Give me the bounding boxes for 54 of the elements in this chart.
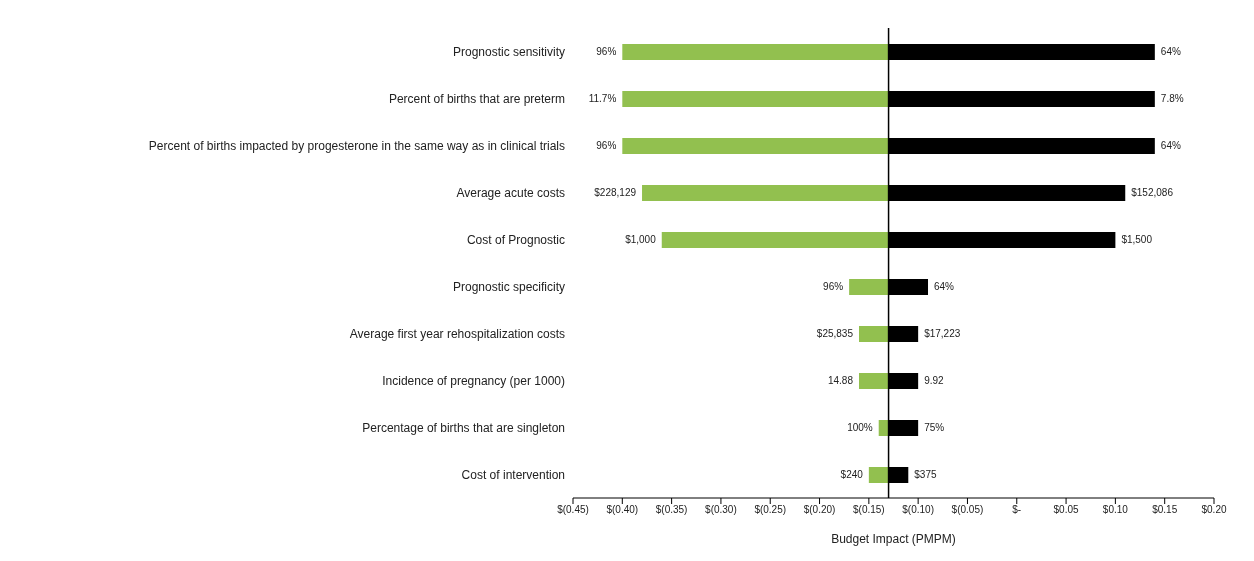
annotation: 100% xyxy=(847,422,873,433)
bar xyxy=(622,44,889,60)
annotation: $228,129 xyxy=(594,187,637,198)
x-tick-label: $(0.45) xyxy=(557,504,589,516)
x-tick-label: $0.15 xyxy=(1152,504,1178,516)
bar xyxy=(858,373,889,389)
x-tick-label: $(0.40) xyxy=(606,504,639,516)
bar xyxy=(868,467,889,483)
annotation: 64% xyxy=(934,281,955,292)
y-tick-label: Percent of births impacted by progesterone in the same way as in clinical trials xyxy=(148,138,565,153)
annotation: 64% xyxy=(1160,46,1181,57)
annotation: 7.8% xyxy=(1160,93,1184,104)
annotation: 14.88 xyxy=(827,375,854,386)
annotation: $17,223 xyxy=(924,328,961,339)
y-tick-label: Cost of Prognostic xyxy=(466,232,565,247)
y-tick-label: Percentage of births that are singleton xyxy=(362,420,565,435)
annotation: 9.92 xyxy=(924,375,945,386)
y-tick-label: Cost of intervention xyxy=(461,467,565,482)
x-tick-label: $(0.10) xyxy=(902,504,934,516)
x-tick-label: $0.05 xyxy=(1053,504,1080,516)
bar xyxy=(642,185,889,201)
y-tick-label: Percent of births that are preterm xyxy=(388,91,565,106)
x-tick-label: $(0.05) xyxy=(951,504,984,516)
x-tick-label: $(0.30) xyxy=(705,504,737,516)
bar xyxy=(849,279,889,295)
y-tick-label: Prognostic specificity xyxy=(452,279,565,294)
annotation: 96% xyxy=(596,46,617,57)
y-tick-label: Average first year rehospitalization costs xyxy=(349,326,565,341)
x-tick-label: $(0.15) xyxy=(853,504,885,516)
bar xyxy=(661,232,889,248)
annotation: $152,086 xyxy=(1131,187,1174,198)
annotation: 64% xyxy=(1160,140,1181,151)
x-tick-label: $0.20 xyxy=(1201,504,1227,516)
x-tick-label: $- xyxy=(1012,504,1022,516)
annotation: $25,835 xyxy=(816,328,854,339)
annotation: 96% xyxy=(823,281,844,292)
annotation: 75% xyxy=(924,422,945,433)
annotation: $1,500 xyxy=(1121,234,1153,245)
bar xyxy=(622,91,889,107)
annotation: 96% xyxy=(596,140,617,151)
x-tick-label: $(0.25) xyxy=(754,504,787,516)
y-tick-label: Average acute costs xyxy=(456,185,565,200)
x-tick-label: $(0.35) xyxy=(655,504,688,516)
annotation: $240 xyxy=(840,469,864,480)
x-tick-label: $(0.20) xyxy=(803,504,836,516)
annotation: 11.7% xyxy=(588,93,617,104)
y-tick-label: Incidence of pregnancy (per 1000) xyxy=(382,373,565,388)
y-tick-label: Prognostic sensitivity xyxy=(452,44,565,59)
x-tick-label: $0.10 xyxy=(1102,504,1129,516)
x-axis-title: Budget Impact (PMPM) xyxy=(831,532,956,546)
bar xyxy=(858,326,889,342)
bar xyxy=(622,138,889,154)
annotation: $1,000 xyxy=(625,234,657,245)
annotation: $375 xyxy=(914,469,937,480)
